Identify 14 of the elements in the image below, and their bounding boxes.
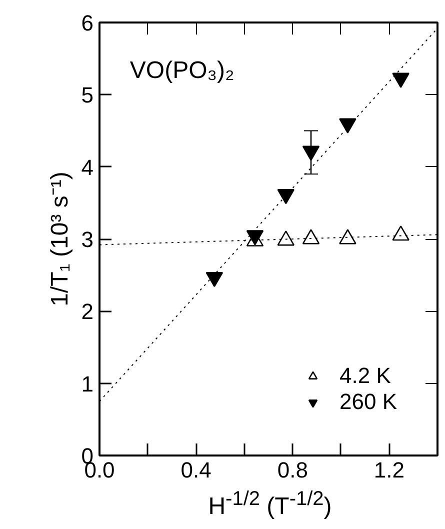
y-tick-label: 5 — [81, 82, 94, 108]
y-tick-label: 1 — [81, 371, 94, 396]
y-tick-label: 4 — [81, 154, 94, 180]
x-tick-label: 0.4 — [180, 458, 212, 482]
y-tick-label: 2 — [81, 299, 94, 324]
x-tick-label: 0.8 — [277, 458, 308, 482]
x-axis-title: H$^{-1/2}$ (T$^{-1/2}$) — [207, 487, 333, 522]
y-tick-label: 3 — [81, 227, 94, 252]
legend-label: 260 K — [340, 389, 397, 415]
y-tick-label: 6 — [81, 10, 94, 36]
legend-label: 4.2 K — [340, 363, 391, 389]
y-axis-title: 1/T₁ (10³ s⁻¹) — [46, 172, 74, 306]
annotation: VO(PO₃)₂ — [130, 57, 234, 84]
x-tick-label: 1.2 — [374, 458, 405, 482]
